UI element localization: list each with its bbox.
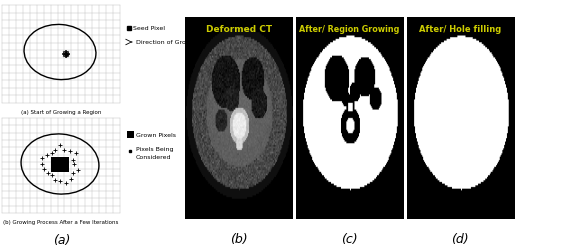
Text: (a): (a) [53,234,71,247]
Text: After/ Region Growing: After/ Region Growing [300,25,400,35]
Text: (d): (d) [451,233,469,246]
Text: Seed Pixel: Seed Pixel [133,25,165,30]
Text: Considered: Considered [136,154,171,160]
Text: (a) Start of Growing a Region: (a) Start of Growing a Region [21,110,101,115]
Bar [127,131,134,138]
Text: Pixels Being: Pixels Being [136,146,174,151]
Text: (c): (c) [341,233,358,246]
Text: Deformed CT: Deformed CT [206,25,272,35]
Text: (b) Growing Process After a Few Iterations: (b) Growing Process After a Few Iteratio… [4,220,119,225]
Text: Grown Pixels: Grown Pixels [136,132,176,137]
Text: (b): (b) [230,233,248,246]
Bar [51,157,69,172]
Text: Direction of Growth: Direction of Growth [136,40,198,45]
Text: After/ Hole filling: After/ Hole filling [419,25,501,35]
